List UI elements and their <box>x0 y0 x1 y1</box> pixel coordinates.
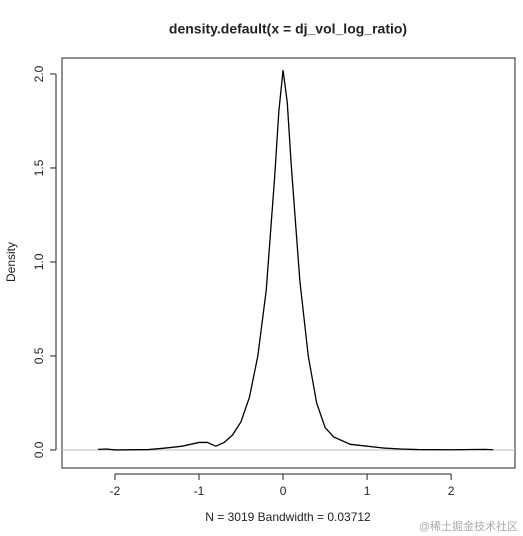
watermark: @稀土掘金技术社区 <box>419 519 518 533</box>
chart-title: density.default(x = dj_vol_log_ratio) <box>169 21 407 37</box>
density-line <box>98 70 494 451</box>
x-tick-label: -2 <box>110 484 121 498</box>
y-tick-label: 1.0 <box>32 253 46 270</box>
x-tick-label: 2 <box>448 484 455 498</box>
x-axis-label: N = 3019 Bandwidth = 0.03712 <box>205 510 371 524</box>
plot-frame <box>61 57 516 469</box>
x-tick-label: 0 <box>280 484 287 498</box>
y-axis-label: Density <box>4 242 18 282</box>
y-tick-label: 1.5 <box>32 159 46 176</box>
y-tick-label: 2.0 <box>32 65 46 82</box>
y-tick-label: 0.5 <box>32 347 46 364</box>
x-tick-label: 1 <box>364 484 371 498</box>
y-tick-label: 0.0 <box>32 441 46 458</box>
x-tick-label: -1 <box>194 484 205 498</box>
